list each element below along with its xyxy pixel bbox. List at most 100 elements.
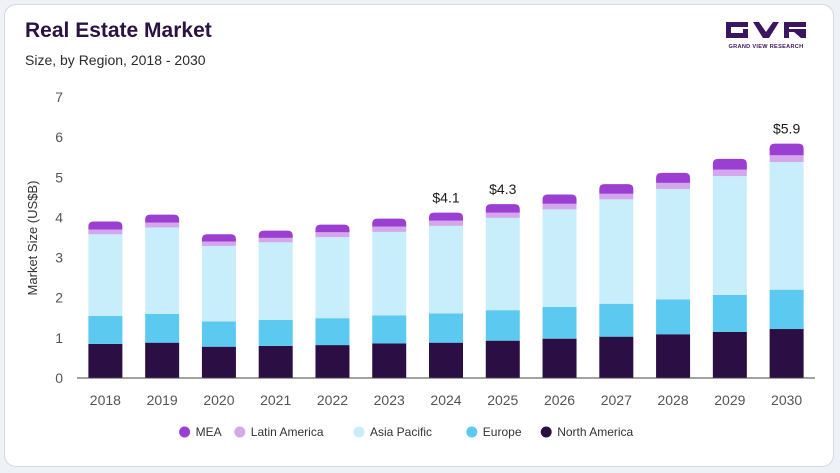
x-tick-label: 2028 [657, 392, 688, 408]
bar-stack-2019 [145, 214, 180, 378]
bar-segment-latin-america [145, 222, 180, 228]
bar-stack-2020 [201, 234, 236, 378]
bar-segment-europe [258, 319, 293, 346]
bar-segment-mea [769, 143, 804, 156]
bar-segment-north-america [315, 345, 350, 378]
legend-item-asia-pacific: Asia Pacific [353, 425, 432, 439]
y-axis-ticks: 0 1 2 3 4 5 6 7 [55, 89, 63, 386]
bar-segment-mea [485, 204, 520, 213]
bar-segment-mea [712, 158, 747, 170]
bar-stack-2029 [712, 158, 747, 378]
bar-segment-latin-america [429, 220, 463, 226]
bar-stack-2027 [599, 184, 634, 378]
bar-segment-latin-america [656, 182, 691, 189]
bar-stack-2023 [372, 218, 407, 378]
bar-segment-asia-pacific [145, 227, 180, 314]
bar-segment-mea [542, 194, 577, 204]
bar-segment-asia-pacific [372, 231, 407, 316]
y-tick-label: 3 [55, 250, 63, 266]
legend-label: MEA [196, 425, 222, 439]
bar-segment-latin-america [712, 169, 747, 177]
legend-swatch [466, 426, 478, 438]
bar-segment-europe [429, 313, 463, 343]
bar-stack-2026 [542, 194, 577, 378]
y-tick-label: 0 [55, 370, 63, 386]
bar-segment-north-america [88, 343, 123, 378]
bar-segment-latin-america [315, 232, 350, 238]
x-tick-label: 2021 [260, 392, 291, 408]
bar-segment-latin-america [201, 241, 236, 246]
bar-segment-asia-pacific [201, 245, 236, 322]
legend-swatch [234, 426, 246, 438]
bar-stack-2021 [258, 230, 293, 378]
x-tick-label: 2018 [90, 392, 121, 408]
data-label-2025: $4.3 [489, 181, 516, 197]
bar-segment-north-america [599, 336, 634, 378]
bar-segment-asia-pacific [429, 225, 463, 314]
bar-segment-asia-pacific [315, 237, 350, 319]
bar-segment-north-america [769, 329, 804, 378]
x-tick-label: 2020 [203, 392, 234, 408]
value-annotations: $4.1 $4.3 $5.9 [432, 121, 800, 206]
data-label-2024: $4.1 [432, 190, 459, 206]
legend-swatch [540, 426, 552, 438]
chart-subtitle: Size, by Region, 2018 - 2030 [25, 52, 206, 68]
bar-segment-latin-america [599, 193, 634, 200]
bar-segment-latin-america [88, 229, 123, 235]
bar-segment-europe [769, 289, 804, 330]
bar-segment-latin-america [485, 212, 520, 218]
y-tick-label: 1 [55, 330, 63, 346]
x-tick-label: 2023 [374, 392, 405, 408]
bar-segment-mea [656, 172, 691, 183]
bar-segment-north-america [485, 340, 520, 378]
bar-stack-2024 [429, 212, 463, 378]
bar-stack-2030 [769, 143, 804, 378]
bar-segment-asia-pacific [599, 199, 634, 304]
y-tick-label: 5 [55, 169, 63, 185]
bar-segment-mea [372, 218, 407, 227]
y-axis-title-group: Market Size (US$B) [25, 181, 40, 296]
legend-swatch [179, 426, 191, 438]
svg-text:GRAND VIEW RESEARCH: GRAND VIEW RESEARCH [728, 44, 803, 50]
bar-segment-asia-pacific [712, 176, 747, 295]
y-tick-label: 2 [55, 290, 63, 306]
bar-segment-europe [201, 321, 236, 347]
bar-segment-europe [315, 318, 350, 346]
x-tick-label: 2030 [771, 392, 802, 408]
data-label-2030: $5.9 [773, 121, 800, 137]
bar-segment-europe [542, 306, 577, 339]
legend-item-mea: MEA [179, 425, 222, 439]
bars [88, 143, 804, 378]
bar-segment-latin-america [372, 226, 407, 232]
bar-segment-asia-pacific [769, 162, 804, 290]
bar-segment-latin-america [542, 203, 577, 210]
y-tick-label: 4 [55, 209, 63, 225]
legend-label: Europe [483, 425, 522, 439]
bar-segment-north-america [656, 334, 691, 378]
bar-stack-2022 [315, 224, 350, 378]
bar-segment-north-america [145, 342, 180, 378]
legend-item-latin-america: Latin America [234, 425, 324, 439]
bar-segment-asia-pacific [485, 217, 520, 311]
bar-segment-mea [315, 224, 350, 233]
legend-label: Latin America [251, 425, 324, 439]
chart-title: Real Estate Market [25, 19, 212, 42]
bar-segment-mea [429, 212, 463, 221]
bar-segment-europe [485, 310, 520, 341]
bar-stack-2025 [485, 204, 520, 378]
grand-view-research-logo: GRAND VIEW RESEARCH [726, 22, 806, 50]
bar-segment-europe [372, 315, 407, 344]
bar-segment-europe [599, 303, 634, 337]
bar-segment-north-america [372, 343, 407, 378]
x-tick-label: 2024 [430, 392, 461, 408]
bar-segment-mea [88, 221, 123, 230]
bar-segment-north-america [201, 346, 236, 378]
x-tick-label: 2029 [714, 392, 745, 408]
legend-item-north-america: North America [540, 425, 634, 439]
bar-segment-north-america [429, 342, 463, 378]
legend-swatch [353, 426, 365, 438]
bar-segment-north-america [258, 345, 293, 378]
x-axis-ticks: 2018 2019 2020 2021 2022 2023 2024 2025 2026 2027… [90, 392, 803, 408]
bar-segment-europe [656, 299, 691, 335]
